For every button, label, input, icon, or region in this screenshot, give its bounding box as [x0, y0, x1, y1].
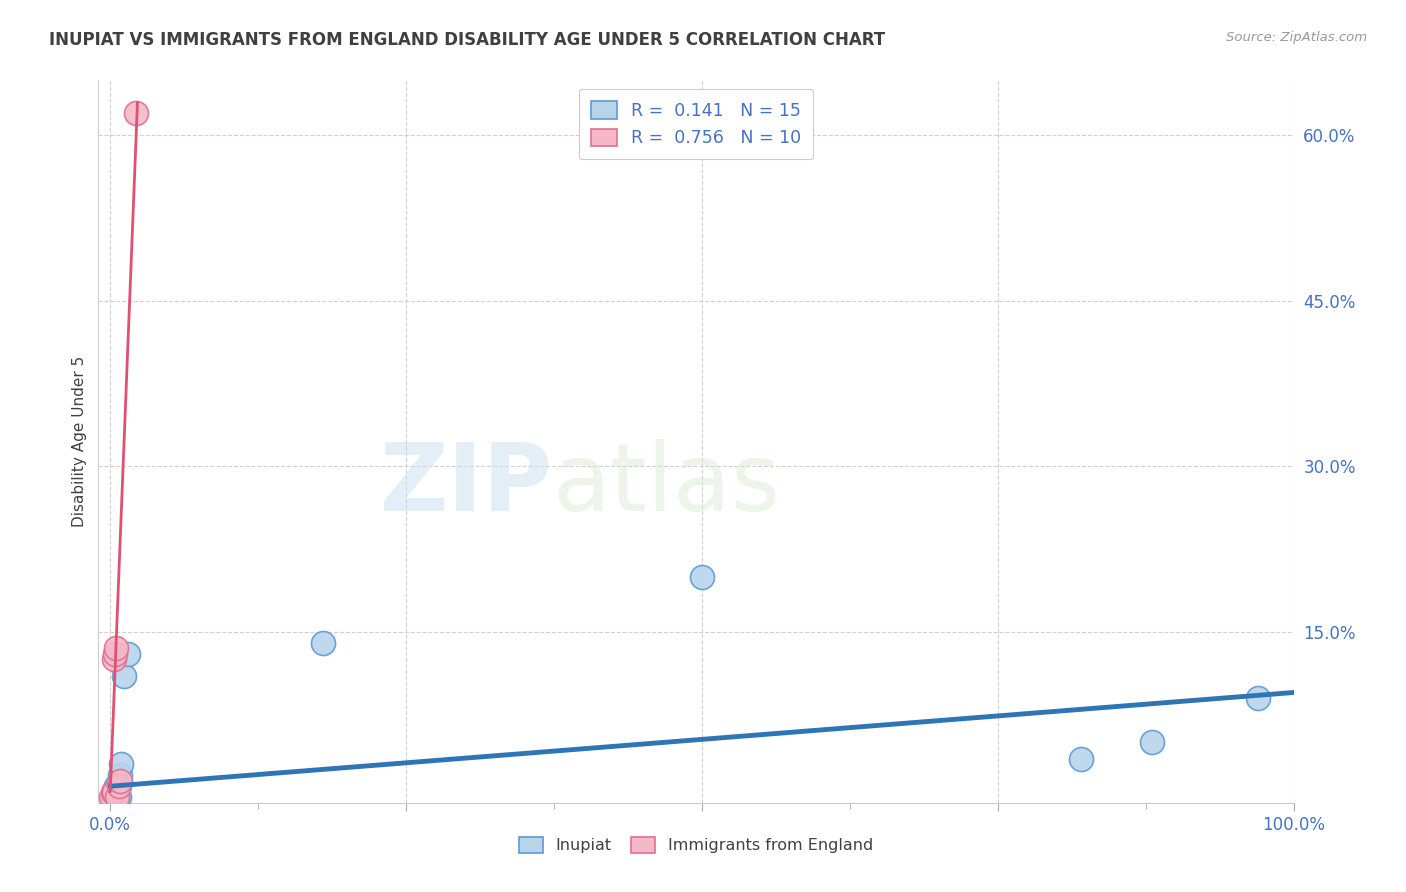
Text: atlas: atlas	[553, 439, 780, 531]
Point	[108, 768, 131, 782]
Point	[1070, 752, 1092, 766]
Text: Source: ZipAtlas.com: Source: ZipAtlas.com	[1226, 31, 1367, 45]
Point	[107, 790, 129, 805]
Point	[101, 785, 124, 799]
Point	[103, 785, 125, 799]
Point	[105, 779, 128, 793]
Point	[690, 569, 713, 583]
Point	[105, 641, 128, 656]
Text: ZIP: ZIP	[380, 439, 553, 531]
Point	[114, 669, 136, 683]
Point	[110, 757, 132, 772]
Point	[103, 652, 125, 666]
Point	[101, 790, 124, 805]
Point	[107, 779, 129, 793]
Point	[104, 790, 127, 805]
Point	[104, 647, 127, 661]
Legend: Inupiat, Immigrants from England: Inupiat, Immigrants from England	[513, 830, 879, 860]
Point	[108, 773, 131, 788]
Point	[103, 785, 125, 799]
Point	[105, 790, 128, 805]
Point	[125, 106, 148, 120]
Point	[105, 790, 128, 805]
Text: INUPIAT VS IMMIGRANTS FROM ENGLAND DISABILITY AGE UNDER 5 CORRELATION CHART: INUPIAT VS IMMIGRANTS FROM ENGLAND DISAB…	[49, 31, 886, 49]
Point	[100, 790, 122, 805]
Point	[312, 636, 335, 650]
Point	[117, 647, 139, 661]
Point	[1247, 691, 1270, 706]
Point	[1140, 735, 1163, 749]
Y-axis label: Disability Age Under 5: Disability Age Under 5	[72, 356, 87, 527]
